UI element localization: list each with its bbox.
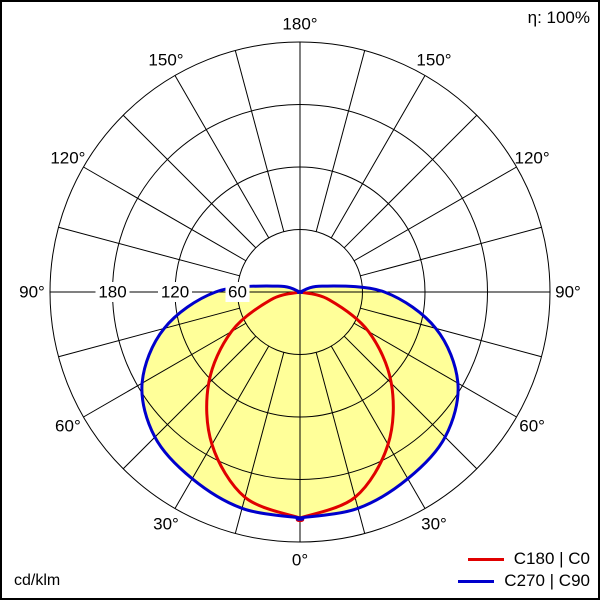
grid-spoke-45 xyxy=(343,335,478,470)
angle-label-150-left: 150° xyxy=(148,50,183,69)
legend: C180 | C0 C270 | C90 xyxy=(458,548,590,592)
grid-spoke-105 xyxy=(360,226,542,277)
radial-label-bg-60 xyxy=(225,282,250,302)
grid-spoke-225 xyxy=(122,114,257,249)
legend-swatch-blue xyxy=(458,579,495,583)
radial-tick-label-60: 60 xyxy=(228,283,247,302)
grid-spoke-345 xyxy=(234,352,285,534)
polar-grid xyxy=(49,41,551,543)
legend-item-c180-c0: C180 | C0 xyxy=(458,548,590,570)
grid-spoke-75 xyxy=(360,307,542,358)
grid-spoke-60 xyxy=(353,322,517,418)
angle-label-90-right: 90° xyxy=(555,283,581,302)
grid-spoke-30 xyxy=(330,345,426,509)
grid-spoke-210 xyxy=(174,75,270,239)
grid-spoke-135 xyxy=(343,114,478,249)
grid-spoke-330 xyxy=(174,345,270,509)
angle-label-150-right: 150° xyxy=(416,50,451,69)
grid-spoke-15 xyxy=(315,352,366,534)
radial-tick-label-180: 180 xyxy=(98,283,126,302)
grid-spoke-150 xyxy=(330,75,426,239)
radial-label-bg-180 xyxy=(95,282,130,302)
legend-label-c270-c90: C270 | C90 xyxy=(504,571,590,590)
grid-spoke-165 xyxy=(315,50,366,232)
radial-label-bg-120 xyxy=(158,282,192,302)
angle-label-60-left: 60° xyxy=(55,417,81,436)
efficiency-label: η: 100% xyxy=(527,8,590,27)
grid-spoke-315 xyxy=(122,335,257,470)
grid-spoke-195 xyxy=(234,50,285,232)
angle-label-120-right: 120° xyxy=(515,149,550,168)
grid-spoke-285 xyxy=(58,307,240,358)
unit-label: cd/klm xyxy=(14,572,61,589)
grid-spoke-255 xyxy=(58,226,240,277)
axis-labels: 0° 30° 30° 60° 60° 90° 90° 120° 120° 150° 150° 180°… xyxy=(19,15,581,570)
angle-label-90-left: 90° xyxy=(19,283,45,302)
angle-label-0: 0° xyxy=(292,551,308,570)
grid-spoke-120 xyxy=(353,166,517,262)
curve-c270-c90 xyxy=(140,284,460,521)
legend-swatch-red xyxy=(467,557,504,561)
angle-label-30-right: 30° xyxy=(421,515,447,534)
angle-label-30-left: 30° xyxy=(153,515,179,534)
grid-spoke-300 xyxy=(83,322,247,418)
angle-label-60-right: 60° xyxy=(519,417,545,436)
radial-tick-label-120: 120 xyxy=(161,283,189,302)
angle-label-180: 180° xyxy=(282,15,317,34)
angle-label-120-left: 120° xyxy=(50,149,85,168)
grid-spoke-240 xyxy=(83,166,247,262)
curve-layer xyxy=(140,284,460,523)
legend-label-c180-c0: C180 | C0 xyxy=(513,549,590,568)
legend-item-c270-c90: C270 | C90 xyxy=(458,570,590,592)
